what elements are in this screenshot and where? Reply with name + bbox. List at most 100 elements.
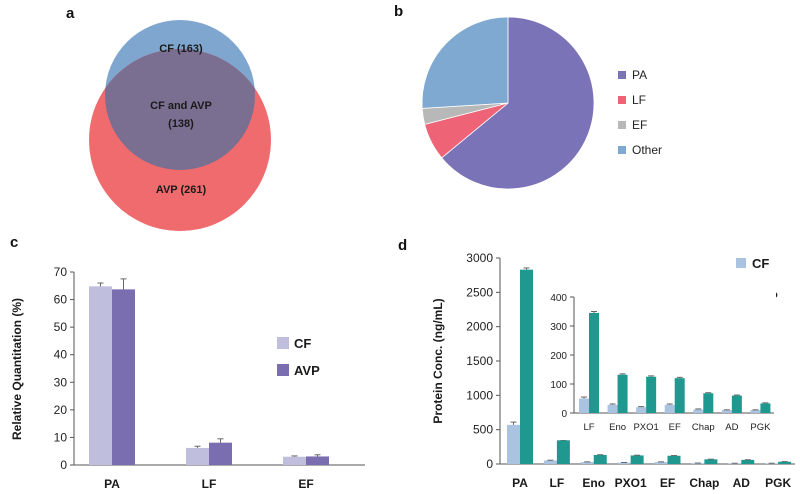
c-y-tick-label: 0 [60, 458, 67, 472]
d-y-tick-label: 1000 [466, 388, 493, 402]
bar-chart-relative-quantitation: 0 10 20 30 40 50 60 70 PA LF EF Relative Quantitati… [10, 265, 365, 491]
d-inset-bar-cf-ef [664, 404, 675, 413]
d-inset-y-tick-label: 200 [550, 351, 567, 362]
d-category-label-eno: Eno [582, 476, 605, 490]
d-inset-bar-avp-pxo1 [646, 376, 657, 413]
d-bar-cf-chap [691, 463, 705, 464]
venn-label-avp: AVP (261) [156, 184, 207, 196]
d-inset-category-label-chap: Chap [692, 422, 715, 433]
d-bar-avp-pa [520, 269, 533, 464]
c-bar-cf-pa [89, 286, 112, 465]
panel-label-c: c [10, 234, 18, 251]
venn-label-overlap-1: CF and AVP [150, 100, 212, 112]
d-inset-bar-avp-ad [731, 395, 742, 413]
d-category-label-pa: PA [512, 476, 528, 490]
d-inset-bar-cf-ad [721, 410, 732, 413]
d-inset-bar-cf-eno [607, 404, 618, 413]
c-legend-label-avp: AVP [294, 363, 320, 378]
pie-chart [421, 16, 595, 190]
d-bar-avp-ad [741, 459, 755, 464]
legend-swatch-other [618, 146, 626, 154]
c-y-tick-label: 40 [54, 348, 68, 362]
d-inset-bar-avp-ef [674, 378, 685, 413]
d-inset-category-label-lf: LF [583, 422, 594, 433]
c-category-label-lf: LF [202, 477, 217, 491]
d-category-label-lf: LF [550, 476, 565, 490]
c-bar-avp-ef [306, 456, 329, 465]
d-inset-category-label-pgk: PGK [750, 422, 771, 433]
c-y-tick-label: 20 [54, 403, 68, 417]
c-bar-avp-lf [209, 442, 232, 465]
d-category-label-chap: Chap [689, 476, 719, 490]
c-legend-swatch-cf [277, 337, 289, 349]
c-y-tick-label: 70 [54, 265, 68, 279]
d-inset-y-tick-label: 300 [550, 322, 567, 333]
c-bar-cf-ef [283, 456, 306, 465]
d-bar-cf-lf [543, 460, 557, 464]
d-inset-bar-avp-chap [703, 393, 714, 413]
d-y-axis-title: Protein Conc. (ng/mL) [431, 298, 445, 423]
d-y-tick-label: 2000 [466, 320, 493, 334]
panel-label-a: a [66, 5, 75, 22]
d-inset-category-label-ad: AD [725, 422, 738, 433]
d-inset-category-label-pxo1: PXO1 [633, 422, 658, 433]
d-legend-swatch-cf [736, 258, 746, 268]
d-inset-category-label-eno: Eno [609, 422, 626, 433]
d-legend-label-cf: CF [752, 256, 769, 271]
c-y-axis-title: Relative Quantitation (%) [10, 298, 24, 440]
venn-overlap [105, 49, 255, 170]
d-inset-bar-avp-pgk [760, 403, 771, 413]
d-inset-bar-cf-chap [693, 409, 704, 413]
d-bar-cf-ef [654, 462, 668, 464]
d-y-tick-label: 2500 [466, 285, 493, 299]
d-inset-y-tick-label: 100 [550, 380, 567, 391]
d-inset-bar-cf-lf [579, 398, 589, 413]
c-category-label-pa: PA [104, 477, 120, 491]
d-bar-avp-pgk [778, 461, 792, 464]
d-category-label-ad: AD [733, 476, 751, 490]
venn-label-cf: CF (163) [159, 43, 203, 55]
d-inset-chart: 0 100 200 300 400 LF Eno PXO1 EF Chap AD PGK [546, 290, 776, 440]
legend-label-ef: EF [632, 118, 647, 132]
venn-label-overlap-2: (138) [168, 118, 194, 130]
d-y-tick-label: 3000 [466, 251, 493, 265]
d-category-label-pxo1: PXO1 [615, 476, 647, 490]
d-inset-background [546, 290, 776, 440]
d-inset-bar-avp-lf [589, 312, 599, 413]
legend-label-lf: LF [632, 93, 646, 107]
c-y-tick-label: 60 [54, 293, 68, 307]
d-category-label-ef: EF [660, 476, 675, 490]
d-inset-category-label-ef: EF [669, 422, 681, 433]
d-bar-cf-eno [580, 462, 594, 464]
d-inset-bar-cf-pgk [750, 410, 761, 413]
legend-label-pa: PA [632, 68, 647, 82]
c-y-tick-label: 30 [54, 375, 68, 389]
d-category-label-pgk: PGK [765, 476, 791, 490]
c-category-label-ef: EF [298, 477, 313, 491]
legend-label-other: Other [632, 143, 662, 157]
c-bar-avp-pa [112, 289, 135, 465]
d-bar-avp-chap [704, 459, 718, 464]
c-legend-label-cf: CF [294, 336, 311, 351]
d-y-tick-label: 1500 [466, 354, 493, 368]
pie-slice-pa [441, 16, 595, 190]
d-bar-cf-pa [507, 424, 520, 464]
d-y-tick-label: 0 [486, 457, 493, 471]
c-legend-swatch-avp [277, 364, 289, 376]
c-y-tick-label: 10 [54, 430, 68, 444]
venn-diagram: CF (163) CF and AVP (138) AVP (261) [89, 20, 271, 231]
d-bar-avp-pxo1 [630, 455, 644, 464]
legend-swatch-ef [618, 121, 626, 129]
d-inset-y-tick-label: 0 [561, 409, 567, 420]
d-inset-bar-cf-pxo1 [636, 407, 647, 413]
c-bar-cf-lf [186, 447, 209, 465]
d-bar-cf-pxo1 [617, 462, 631, 464]
pie-slice-other [421, 16, 509, 109]
d-y-tick-label: 500 [473, 423, 493, 437]
d-bar-avp-eno [593, 454, 607, 464]
panel-label-b: b [394, 3, 403, 20]
panel-label-d: d [398, 237, 407, 254]
d-inset-bar-avp-eno [617, 374, 628, 413]
pie-legend: PA LF EF Other [618, 68, 662, 157]
